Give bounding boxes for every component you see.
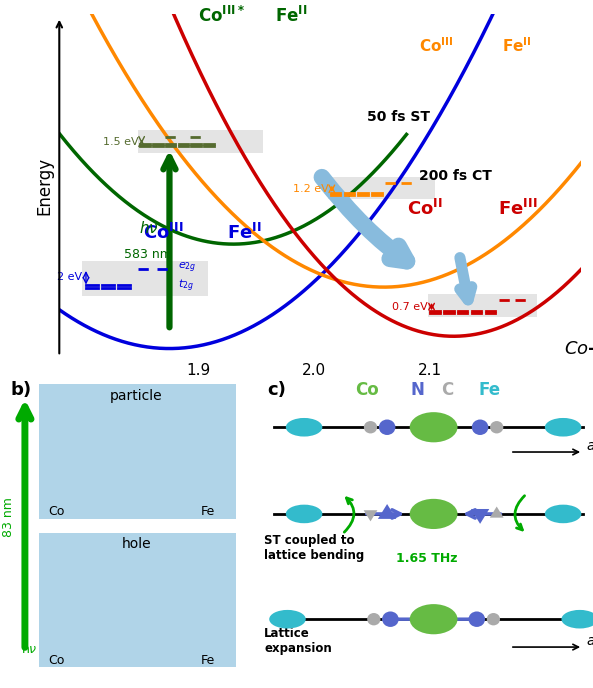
Ellipse shape bbox=[286, 504, 323, 523]
Text: $a$: $a$ bbox=[586, 440, 593, 453]
Text: 583 nm: 583 nm bbox=[125, 248, 172, 261]
Ellipse shape bbox=[545, 418, 581, 437]
FancyBboxPatch shape bbox=[138, 131, 263, 153]
Text: $\mathbf{Fe^{III}}$: $\mathbf{Fe^{III}}$ bbox=[498, 199, 537, 219]
FancyBboxPatch shape bbox=[329, 177, 435, 199]
Circle shape bbox=[468, 612, 485, 627]
Text: 1.65 THz: 1.65 THz bbox=[396, 552, 458, 565]
FancyBboxPatch shape bbox=[82, 261, 208, 297]
Text: Co: Co bbox=[49, 506, 65, 519]
Text: $\mathbf{Co^{III}}$: $\mathbf{Co^{III}}$ bbox=[144, 224, 184, 244]
FancyBboxPatch shape bbox=[428, 294, 537, 316]
Ellipse shape bbox=[286, 418, 323, 437]
Text: Fe: Fe bbox=[200, 654, 215, 667]
Text: $\mathbf{Co^{III*}}$: $\mathbf{Co^{III*}}$ bbox=[198, 6, 245, 26]
Ellipse shape bbox=[410, 412, 458, 442]
Text: 83 nm: 83 nm bbox=[2, 497, 15, 537]
Text: b): b) bbox=[11, 381, 32, 399]
Text: $\mathbf{Fe^{II}}$: $\mathbf{Fe^{II}}$ bbox=[275, 6, 307, 26]
Text: Lattice
expansion: Lattice expansion bbox=[264, 627, 332, 655]
Text: $e_{2g}$: $e_{2g}$ bbox=[177, 261, 196, 275]
Text: Fe: Fe bbox=[479, 381, 501, 399]
Circle shape bbox=[367, 613, 381, 625]
Text: Co: Co bbox=[49, 654, 65, 667]
Text: $\mathbf{Co^{III}}$: $\mathbf{Co^{III}}$ bbox=[419, 36, 454, 56]
Text: Co: Co bbox=[355, 381, 379, 399]
Text: 50 fs ST: 50 fs ST bbox=[366, 110, 429, 125]
Ellipse shape bbox=[410, 604, 458, 634]
Text: h$\nu$: h$\nu$ bbox=[21, 643, 38, 656]
Text: h$\nu$: h$\nu$ bbox=[139, 220, 159, 237]
Text: particle: particle bbox=[110, 389, 162, 402]
Circle shape bbox=[487, 613, 500, 625]
Text: c): c) bbox=[267, 381, 286, 399]
Text: ST coupled to
lattice bending: ST coupled to lattice bending bbox=[264, 534, 365, 562]
Circle shape bbox=[382, 612, 398, 627]
Text: 2 eV: 2 eV bbox=[58, 272, 82, 283]
Circle shape bbox=[490, 421, 503, 433]
Text: 0.7 eV: 0.7 eV bbox=[393, 301, 428, 312]
Text: Fe: Fe bbox=[200, 506, 215, 519]
Text: C: C bbox=[441, 381, 453, 399]
Ellipse shape bbox=[562, 610, 593, 629]
Text: $\mathbf{Fe^{II}}$: $\mathbf{Fe^{II}}$ bbox=[228, 224, 262, 244]
Text: 1.2 eV: 1.2 eV bbox=[292, 184, 329, 194]
Text: 200 fs CT: 200 fs CT bbox=[419, 169, 492, 182]
Text: hole: hole bbox=[122, 537, 151, 551]
Circle shape bbox=[472, 420, 489, 435]
Circle shape bbox=[364, 421, 377, 433]
Ellipse shape bbox=[545, 504, 581, 523]
Circle shape bbox=[379, 420, 396, 435]
FancyBboxPatch shape bbox=[39, 533, 236, 667]
FancyBboxPatch shape bbox=[39, 384, 236, 519]
Text: 1.5 eV: 1.5 eV bbox=[103, 136, 138, 147]
Text: $\mathbf{Co^{II}}$: $\mathbf{Co^{II}}$ bbox=[407, 199, 442, 219]
Text: $t_{2g}$: $t_{2g}$ bbox=[177, 278, 193, 294]
Text: $\mathit{Co}$-$\mathit{N}$: $\mathit{Co}$-$\mathit{N}$ bbox=[564, 340, 593, 358]
Text: N: N bbox=[410, 381, 424, 399]
Ellipse shape bbox=[269, 610, 306, 629]
Text: $a'$: $a'$ bbox=[586, 634, 593, 649]
Ellipse shape bbox=[410, 499, 458, 529]
Text: $\mathbf{Fe^{II}}$: $\mathbf{Fe^{II}}$ bbox=[502, 36, 533, 56]
Y-axis label: Energy: Energy bbox=[36, 157, 54, 215]
